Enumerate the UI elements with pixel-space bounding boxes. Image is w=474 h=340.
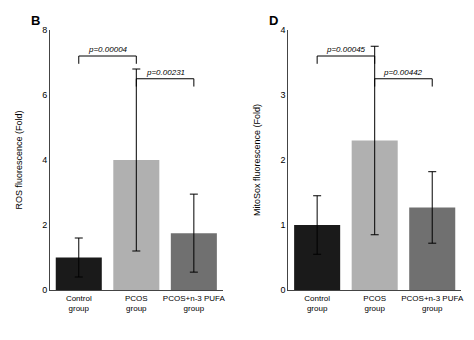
svg-text:4: 4 <box>42 155 47 165</box>
svg-text:p=0.00004: p=0.00004 <box>88 45 128 54</box>
svg-text:Controlgroup: Controlgroup <box>304 294 330 313</box>
svg-text:p=0.00045: p=0.00045 <box>326 45 366 54</box>
svg-text:6: 6 <box>42 90 47 100</box>
svg-text:PCOSgroup: PCOSgroup <box>363 294 386 313</box>
svg-text:8: 8 <box>42 25 47 35</box>
svg-text:2: 2 <box>281 155 286 165</box>
svg-text:PCOSgroup: PCOSgroup <box>125 294 148 313</box>
svg-text:PCOS+n-3 PUFAgroup: PCOS+n-3 PUFAgroup <box>163 294 226 313</box>
svg-text:0: 0 <box>42 285 47 295</box>
svg-text:ROS fluorescence (Fold): ROS fluorescence (Fold) <box>14 110 24 209</box>
svg-text:2: 2 <box>42 220 47 230</box>
svg-text:4: 4 <box>281 25 286 35</box>
svg-text:MitoSox fluorescence (Fold): MitoSox fluorescence (Fold) <box>252 104 262 216</box>
svg-text:1: 1 <box>281 220 286 230</box>
svg-text:PCOS+n-3 PUFAgroup: PCOS+n-3 PUFAgroup <box>401 294 464 313</box>
svg-text:p=0.00231: p=0.00231 <box>146 68 185 77</box>
svg-text:p=0.00442: p=0.00442 <box>383 68 423 77</box>
svg-text:D: D <box>269 13 278 28</box>
svg-text:0: 0 <box>281 285 286 295</box>
svg-text:3: 3 <box>281 90 286 100</box>
svg-text:B: B <box>31 13 40 28</box>
svg-text:Controlgroup: Controlgroup <box>66 294 92 313</box>
